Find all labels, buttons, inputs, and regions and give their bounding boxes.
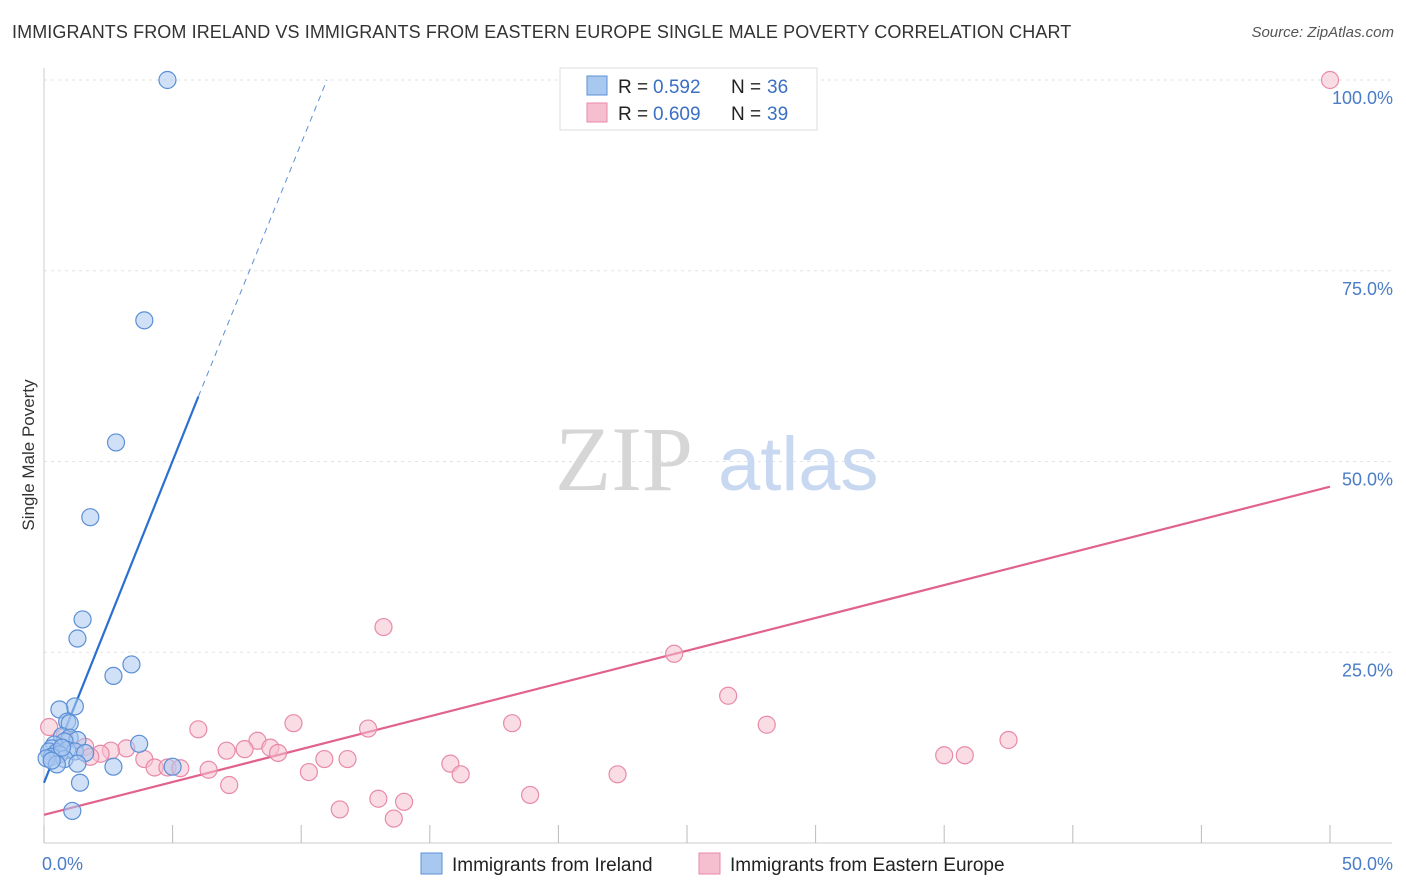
point-eastern-0 <box>1320 70 1340 90</box>
y-axis-label: Single Male Poverty <box>19 379 38 531</box>
bottom-legend-label-eastern: Immigrants from Eastern Europe <box>730 855 1005 876</box>
point-eastern-7 <box>189 720 208 739</box>
point-ireland-35 <box>52 738 72 757</box>
point-eastern-39 <box>384 809 403 828</box>
grid <box>44 79 1392 653</box>
legend-r-value-eastern: 0.609 <box>653 104 701 125</box>
chart-title: IMMIGRANTS FROM IRELAND VS IMMIGRANTS FR… <box>12 22 1072 42</box>
point-ireland-3 <box>81 508 100 527</box>
watermark-atlas: atlas <box>718 422 879 507</box>
point-eastern-1 <box>374 617 393 637</box>
axes <box>43 68 1392 844</box>
bottom-legend: Immigrants from Ireland Immigrants from … <box>420 852 1005 876</box>
x-tick-label-0: 0.0% <box>42 854 83 874</box>
y-tick-label-2: 75.0% <box>1342 279 1393 299</box>
point-eastern-30 <box>199 760 218 779</box>
point-eastern-37 <box>330 800 349 819</box>
point-eastern-41 <box>999 730 1018 750</box>
point-ireland-27 <box>130 734 149 753</box>
point-ireland-7 <box>122 655 141 674</box>
y-tick-label-0: 25.0% <box>1342 660 1393 680</box>
legend-n-label-ireland: N = <box>731 77 761 98</box>
legend: R = 0.592 N = 36 R = 0.609 N = 39 <box>559 67 818 131</box>
point-eastern-10 <box>935 746 954 765</box>
point-eastern-11 <box>955 746 974 765</box>
legend-swatch-ireland <box>586 75 608 96</box>
source-label: Source: ZipAtlas.com <box>1251 24 1394 41</box>
point-eastern-3 <box>719 686 738 705</box>
bottom-legend-swatch-eastern <box>698 852 721 875</box>
legend-r-label-eastern: R = <box>618 104 648 125</box>
y-tick-label-1: 50.0% <box>1342 470 1393 490</box>
point-eastern-38 <box>521 785 540 805</box>
point-eastern-8 <box>358 719 378 738</box>
point-eastern-17 <box>268 743 288 763</box>
point-eastern-25 <box>338 749 357 769</box>
point-ireland-32 <box>163 757 182 776</box>
point-eastern-40 <box>757 715 776 734</box>
trend-line-ireland-extension <box>197 79 328 397</box>
point-eastern-5 <box>503 714 522 733</box>
point-ireland-1 <box>135 311 154 330</box>
data-points <box>37 70 1340 828</box>
point-eastern-31 <box>299 762 319 782</box>
legend-r-value-ireland: 0.592 <box>653 77 701 98</box>
point-ireland-5 <box>68 629 87 648</box>
point-eastern-2 <box>665 644 684 663</box>
legend-n-value-ireland: 36 <box>767 77 788 98</box>
x-tick-label-1: 50.0% <box>1342 854 1393 874</box>
point-ireland-28 <box>68 754 87 773</box>
point-eastern-4 <box>284 714 303 733</box>
point-ireland-30 <box>42 751 61 770</box>
point-eastern-35 <box>369 789 388 808</box>
point-eastern-34 <box>220 775 239 795</box>
point-ireland-6 <box>104 666 123 686</box>
legend-swatch-eastern <box>586 102 608 123</box>
point-ireland-8 <box>65 697 84 716</box>
legend-n-label-eastern: N = <box>731 104 761 125</box>
legend-n-value-eastern: 39 <box>767 104 788 125</box>
watermark-zip: ZIP <box>555 408 693 510</box>
point-eastern-36 <box>394 792 414 811</box>
trend-line-eastern <box>43 485 1331 816</box>
point-eastern-6 <box>40 717 59 737</box>
watermark: ZIP atlas <box>555 408 879 510</box>
point-eastern-14 <box>235 740 254 759</box>
tick-labels: 25.0% 50.0% 75.0% 100.0% 0.0% 50.0% <box>42 88 1393 874</box>
point-ireland-33 <box>70 773 90 792</box>
point-ireland-31 <box>104 757 123 776</box>
point-eastern-33 <box>608 765 627 784</box>
bottom-legend-swatch-ireland <box>420 852 443 875</box>
point-eastern-24 <box>315 749 334 769</box>
point-ireland-2 <box>106 433 126 452</box>
point-ireland-0 <box>158 70 177 90</box>
point-ireland-4 <box>73 610 92 629</box>
bottom-legend-label-ireland: Immigrants from Ireland <box>452 855 653 876</box>
point-ireland-34 <box>63 801 82 821</box>
legend-r-label-ireland: R = <box>618 77 648 98</box>
point-eastern-16 <box>217 741 236 760</box>
point-eastern-32 <box>451 765 470 784</box>
y-tick-label-3: 100.0% <box>1332 88 1393 108</box>
